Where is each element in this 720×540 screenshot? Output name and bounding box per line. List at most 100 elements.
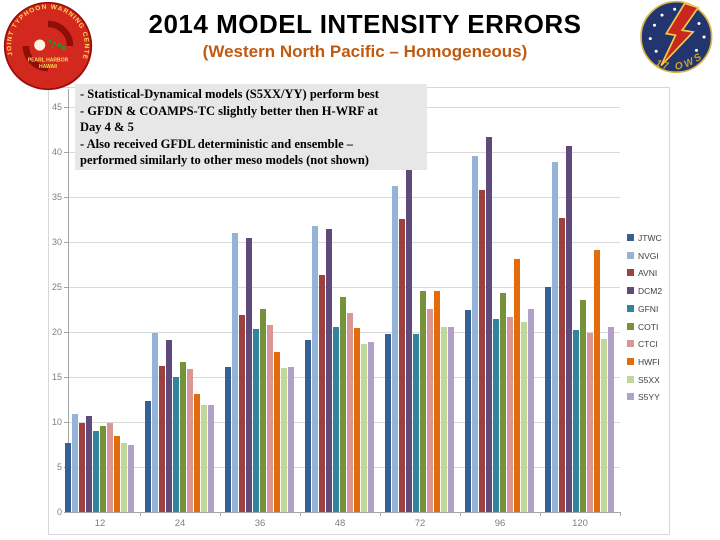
x-tick [540, 512, 541, 516]
x-axis-label: 12 [94, 518, 106, 529]
bar-COTI-120 [580, 300, 586, 512]
bar-GFNI-48 [333, 327, 339, 512]
bar-HWFI-24 [194, 394, 200, 512]
bar-JTWC-120 [545, 287, 551, 512]
bar-GFNI-12 [93, 431, 99, 512]
bar-S5XX-96 [521, 322, 527, 512]
note-line-1: - GFDN & COAMPS-TC slightly better then … [80, 103, 378, 118]
legend-swatch-S5YY [627, 393, 634, 400]
y-axis-label: 10 [51, 417, 62, 427]
legend-label-NVGI: NVGI [638, 251, 659, 261]
bar-GFNI-36 [253, 329, 259, 512]
bar-AVNI-48 [319, 275, 325, 512]
bar-S5YY-48 [368, 342, 374, 512]
bar-HWFI-96 [514, 259, 520, 512]
bar-HWFI-48 [354, 328, 360, 512]
bar-DCM2-96 [486, 137, 492, 512]
x-tick [380, 512, 381, 516]
y-tick [64, 152, 68, 153]
legend-label-DCM2: DCM2 [638, 286, 663, 296]
bar-GFNI-72 [413, 334, 419, 512]
legend-label-COTI: COTI [638, 322, 659, 332]
bar-AVNI-24 [159, 366, 165, 512]
ows-badge-icon: 17 OWS [640, 0, 713, 74]
gridline [69, 197, 620, 198]
legend-swatch-DCM2 [627, 287, 634, 294]
y-axis-label: 25 [51, 282, 62, 292]
lightning-bolt-icon [660, 2, 700, 67]
bar-HWFI-36 [274, 352, 280, 512]
y-axis-label: 40 [51, 147, 62, 157]
y-axis-label: 0 [56, 507, 62, 517]
bar-NVGI-48 [312, 226, 318, 512]
bar-AVNI-120 [559, 218, 565, 512]
bar-JTWC-24 [145, 401, 151, 512]
x-axis-label: 24 [174, 518, 186, 529]
gridline [69, 287, 620, 288]
x-axis-label: 96 [494, 518, 506, 529]
jtwc-center-text-2: HAWAII [39, 64, 58, 70]
x-tick [220, 512, 221, 516]
y-tick [64, 422, 68, 423]
bar-NVGI-12 [72, 414, 78, 512]
bar-S5XX-12 [121, 443, 127, 512]
bar-CTCI-72 [427, 309, 433, 512]
page-title: 2014 MODEL INTENSITY ERRORS [148, 9, 582, 39]
x-tick [460, 512, 461, 516]
x-axis-label: 72 [414, 518, 426, 529]
bar-AVNI-72 [399, 219, 405, 512]
y-axis-label: 30 [51, 237, 62, 247]
bar-GFNI-96 [493, 319, 499, 512]
gridline [69, 242, 620, 243]
y-axis-label: 20 [51, 327, 62, 337]
legend-label-S5YY: S5YY [638, 392, 660, 402]
bar-AVNI-36 [239, 315, 245, 512]
legend-swatch-HWFI [627, 358, 634, 365]
bar-COTI-48 [340, 297, 346, 512]
jtwc-badge-icon: JOINT TYPHOON WARNING CENTER PEARL HARBO… [2, 0, 93, 91]
legend-label-GFNI: GFNI [638, 304, 659, 314]
legend-swatch-CTCI [627, 340, 634, 347]
y-axis-label: 35 [51, 192, 62, 202]
bar-CTCI-12 [107, 423, 113, 512]
page-subtitle: (Western North Pacific – Homogeneous) [202, 41, 528, 61]
bar-CTCI-24 [187, 369, 193, 512]
x-tick [300, 512, 301, 516]
bar-NVGI-120 [552, 162, 558, 512]
bar-COTI-36 [260, 309, 266, 512]
bar-GFNI-24 [173, 377, 179, 512]
bar-S5YY-12 [128, 445, 134, 512]
bar-NVGI-24 [152, 333, 158, 512]
legend-swatch-GFNI [627, 305, 634, 312]
bar-CTCI-36 [267, 325, 273, 512]
bar-JTWC-96 [465, 310, 471, 512]
hurricane-icon [22, 45, 49, 72]
legend-label-AVNI: AVNI [638, 268, 658, 278]
legend-label-JTWC: JTWC [638, 233, 662, 243]
bar-CTCI-120 [587, 333, 593, 512]
y-axis-line [68, 89, 69, 512]
y-tick [64, 377, 68, 378]
jtwc-center-text-1: PEARL HARBOR [28, 58, 69, 64]
x-tick [620, 512, 621, 516]
x-axis-label: 120 [572, 518, 588, 529]
bar-JTWC-36 [225, 367, 231, 512]
title-block: 2014 MODEL INTENSITY ERRORS (Western Nor… [100, 9, 630, 62]
y-axis-label: 5 [56, 462, 62, 472]
bar-S5XX-24 [201, 405, 207, 512]
hurricane-icon [47, 20, 74, 47]
bar-DCM2-120 [566, 146, 572, 512]
x-tick [140, 512, 141, 516]
jtwc-disc [3, 1, 93, 91]
bar-NVGI-36 [232, 233, 238, 512]
x-axis-line [68, 512, 620, 513]
bar-DCM2-36 [246, 238, 252, 512]
bar-S5YY-36 [288, 367, 294, 512]
legend-label-CTCI: CTCI [638, 339, 658, 349]
bar-S5XX-48 [361, 344, 367, 512]
bar-S5YY-120 [608, 327, 614, 512]
bar-S5YY-24 [208, 405, 214, 512]
bar-CTCI-48 [347, 313, 353, 512]
bar-COTI-12 [100, 426, 106, 512]
